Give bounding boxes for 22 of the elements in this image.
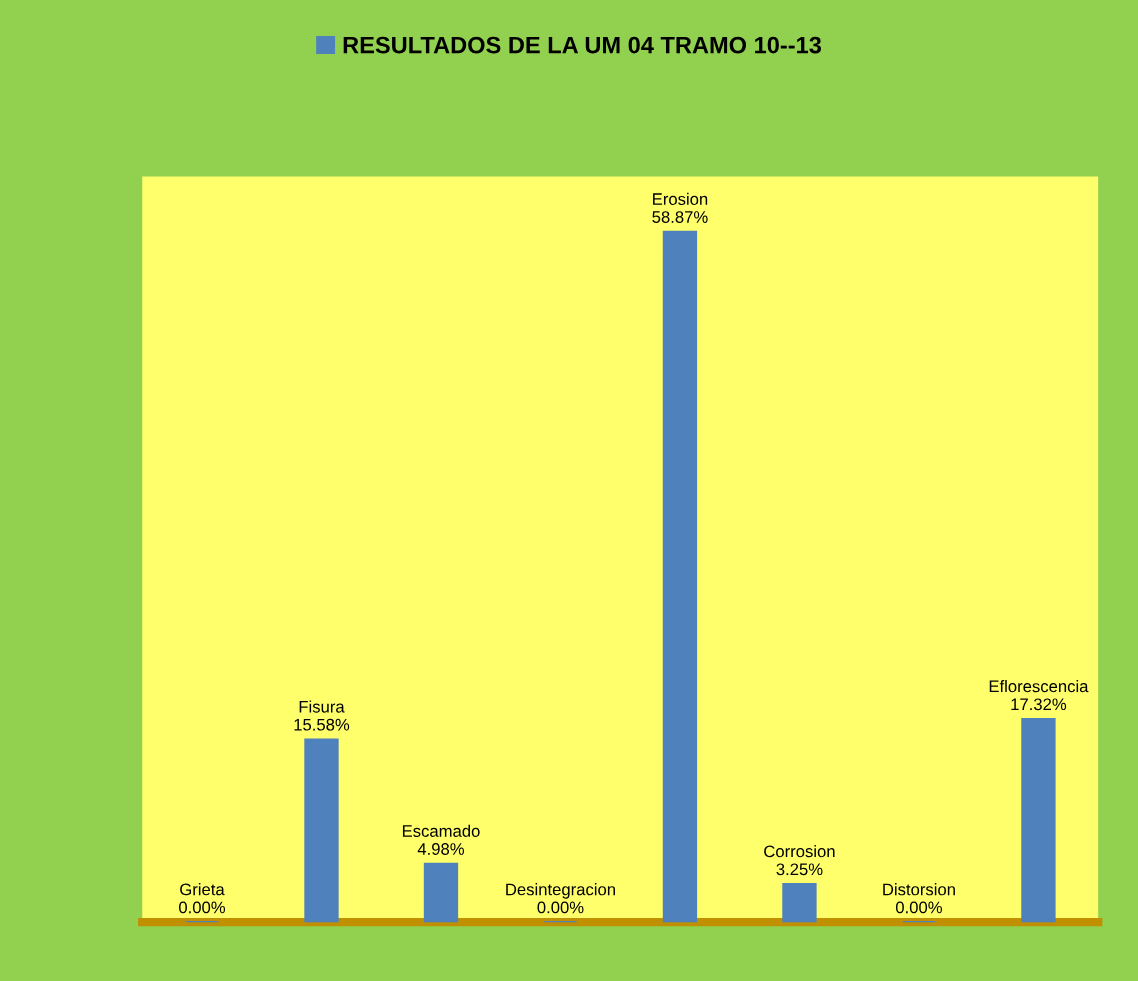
- bar: [304, 738, 339, 923]
- data-label: 4.98%: [417, 843, 465, 855]
- x-tick-label: Eflorescencia: [989, 679, 1089, 693]
- x-tick-label: Grieta: [180, 883, 225, 896]
- data-label: 58.87%: [652, 211, 708, 223]
- bar: [782, 882, 817, 923]
- legend-label: RESULTADOS DE LA UM 04 TRAMO 10--13: [343, 36, 821, 54]
- data-label: 17.32%: [1011, 698, 1067, 711]
- x-tick-label: Fisura: [299, 700, 345, 713]
- data-label: 0.00%: [895, 901, 942, 914]
- data-label: 0.00%: [537, 901, 584, 914]
- bar: [423, 862, 459, 923]
- bar: [662, 230, 698, 923]
- data-label: 3.25%: [776, 863, 823, 876]
- x-tick-label: Distorsion: [883, 883, 955, 896]
- data-label: 15.58%: [294, 718, 350, 731]
- bar: [1021, 718, 1056, 923]
- data-label: 0.00%: [179, 901, 226, 914]
- x-tick-label: Erosion: [653, 192, 708, 205]
- x-tick-label: Desintegracion: [506, 883, 615, 899]
- x-tick-label: Escamado: [402, 824, 480, 837]
- x-tick-label: Corrosion: [764, 844, 835, 858]
